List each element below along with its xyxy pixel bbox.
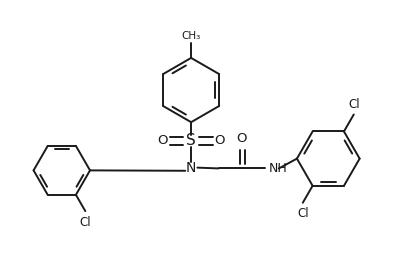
Text: O: O bbox=[214, 134, 225, 147]
Text: O: O bbox=[236, 131, 247, 144]
Text: O: O bbox=[158, 134, 168, 147]
Text: NH: NH bbox=[269, 162, 288, 175]
Text: N: N bbox=[186, 161, 196, 175]
Text: Cl: Cl bbox=[80, 216, 91, 229]
Text: Cl: Cl bbox=[297, 207, 309, 220]
Text: S: S bbox=[186, 134, 196, 149]
Text: Cl: Cl bbox=[348, 98, 360, 111]
Text: CH₃: CH₃ bbox=[182, 31, 201, 41]
